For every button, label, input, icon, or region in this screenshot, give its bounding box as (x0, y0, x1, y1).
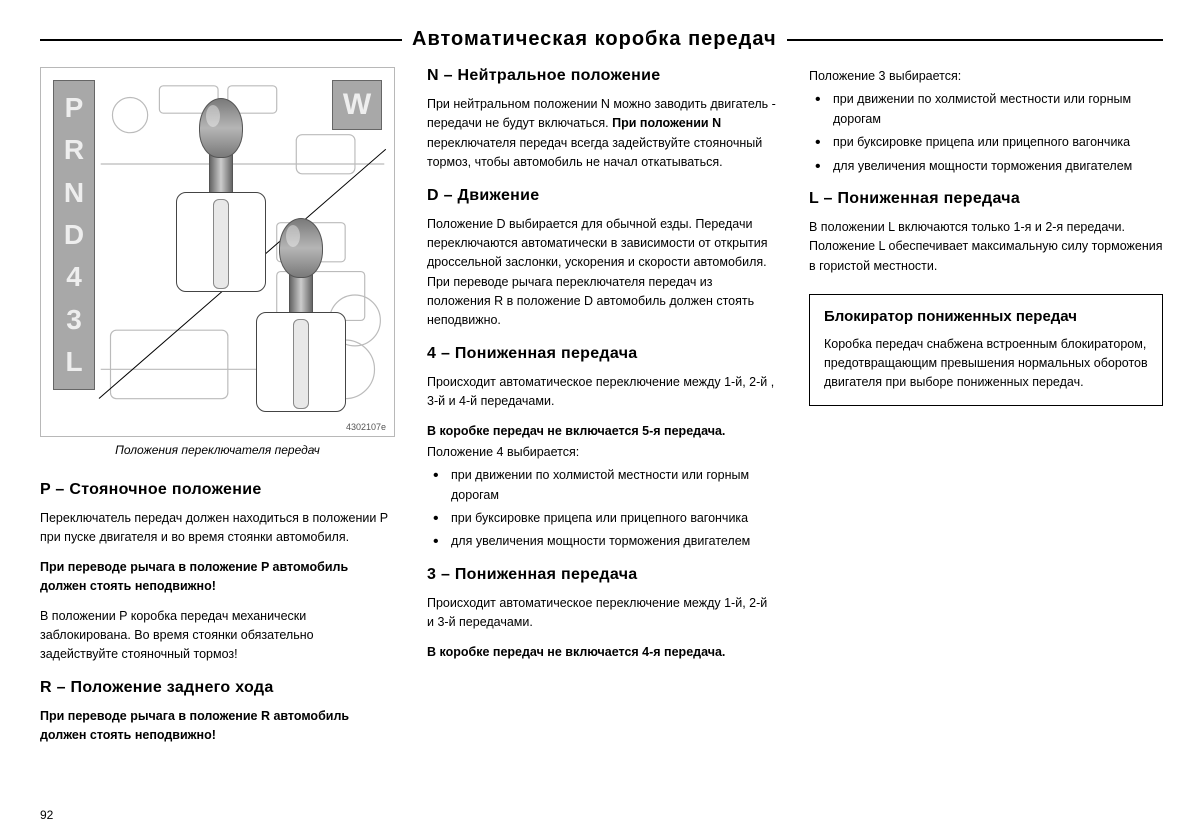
figure-caption: Положения переключателя передач (40, 443, 395, 457)
rule-right (787, 39, 1163, 41)
gear-indicator-panel: P R N D 4 3 L (53, 80, 95, 390)
heading-3: 3 – Пониженная передача (427, 566, 777, 584)
shifter-illustration-2 (241, 218, 361, 418)
rule-left (40, 39, 402, 41)
heading-4: 4 – Пониженная передача (427, 345, 777, 363)
page-title: Автоматическая коробка передач (402, 28, 787, 51)
w-mode-panel: W (332, 80, 382, 130)
text-p-1: Переключатель передач должен находиться … (40, 509, 395, 548)
text-r-bold: При переводе рычага в положение R автомо… (40, 707, 395, 746)
gear-letter: P (65, 94, 84, 122)
text-n-part2: переключателя передач всегда задействуйт… (427, 136, 762, 169)
gear-letter: 4 (66, 263, 82, 291)
text-p-3: В положении P коробка передач механическ… (40, 607, 395, 665)
heading-r: R – Положение заднего хода (40, 679, 395, 697)
list-4: при движении по холмистой местности или … (427, 466, 777, 552)
text-4-1: Происходит автоматическое переключение м… (427, 373, 777, 412)
column-2: N – Нейтральное положение При нейтрально… (427, 67, 777, 755)
text-n-bold: При положении N (612, 116, 721, 130)
gear-letter: D (64, 221, 84, 249)
text-3-2-bold: В коробке передач не включается 4-я пере… (427, 643, 777, 662)
list-item: при движении по холмистой местности или … (809, 90, 1163, 129)
figure-gear-selector: P R N D 4 3 L W 4302107e (40, 67, 395, 437)
column-3: Положение 3 выбирается: при движении по … (809, 67, 1163, 755)
heading-n: N – Нейтральное положение (427, 67, 777, 85)
list-item: для увеличения мощности торможения двига… (427, 532, 777, 551)
list-item: при буксировке прицепа или прицепного ва… (427, 509, 777, 528)
box-heading: Блокиратор пониженных передач (824, 307, 1148, 327)
text-n: При нейтральном положении N можно заводи… (427, 95, 777, 173)
heading-p: P – Стояночное положение (40, 481, 395, 499)
list-3: при движении по холмистой местности или … (809, 90, 1163, 176)
column-1: P R N D 4 3 L W 4302107e (40, 67, 395, 755)
figure-code: 4302107e (346, 422, 386, 432)
heading-d: D – Движение (427, 187, 777, 205)
heading-l: L – Пониженная передача (809, 190, 1163, 208)
gear-letter: 3 (66, 306, 82, 334)
text-d: Положение D выбирается для обычной езды.… (427, 215, 777, 331)
title-row: Автоматическая коробка передач (40, 28, 1163, 51)
gear-letter: N (64, 179, 84, 207)
text-p-2-bold: При переводе рычага в положение P автомо… (40, 558, 395, 597)
info-box-blocker: Блокиратор пониженных передач Коробка пе… (809, 294, 1163, 406)
list-item: для увеличения мощности торможения двига… (809, 157, 1163, 176)
gear-letter: L (65, 348, 82, 376)
text-3-continue: Положение 3 выбирается: (809, 67, 1163, 86)
text-3-1: Происходит автоматическое переключение м… (427, 594, 777, 633)
w-label: W (343, 88, 371, 122)
box-text: Коробка передач снабжена встроенным блок… (824, 335, 1148, 393)
text-l: В положении L включаются только 1-я и 2-… (809, 218, 1163, 276)
page-number: 92 (40, 808, 53, 822)
text-4-2: В коробке передач не включается 5-я пере… (427, 422, 777, 441)
text-n-part1: При нейтральном положении N можно заводи… (427, 97, 776, 130)
list-item: при буксировке прицепа или прицепного ва… (809, 133, 1163, 152)
list-item: при движении по холмистой местности или … (427, 466, 777, 505)
text-4-2-bold: В коробке передач не включается 5-я пере… (427, 424, 725, 438)
gear-letter: R (64, 136, 84, 164)
text-4-3: Положение 4 выбирается: (427, 443, 777, 462)
